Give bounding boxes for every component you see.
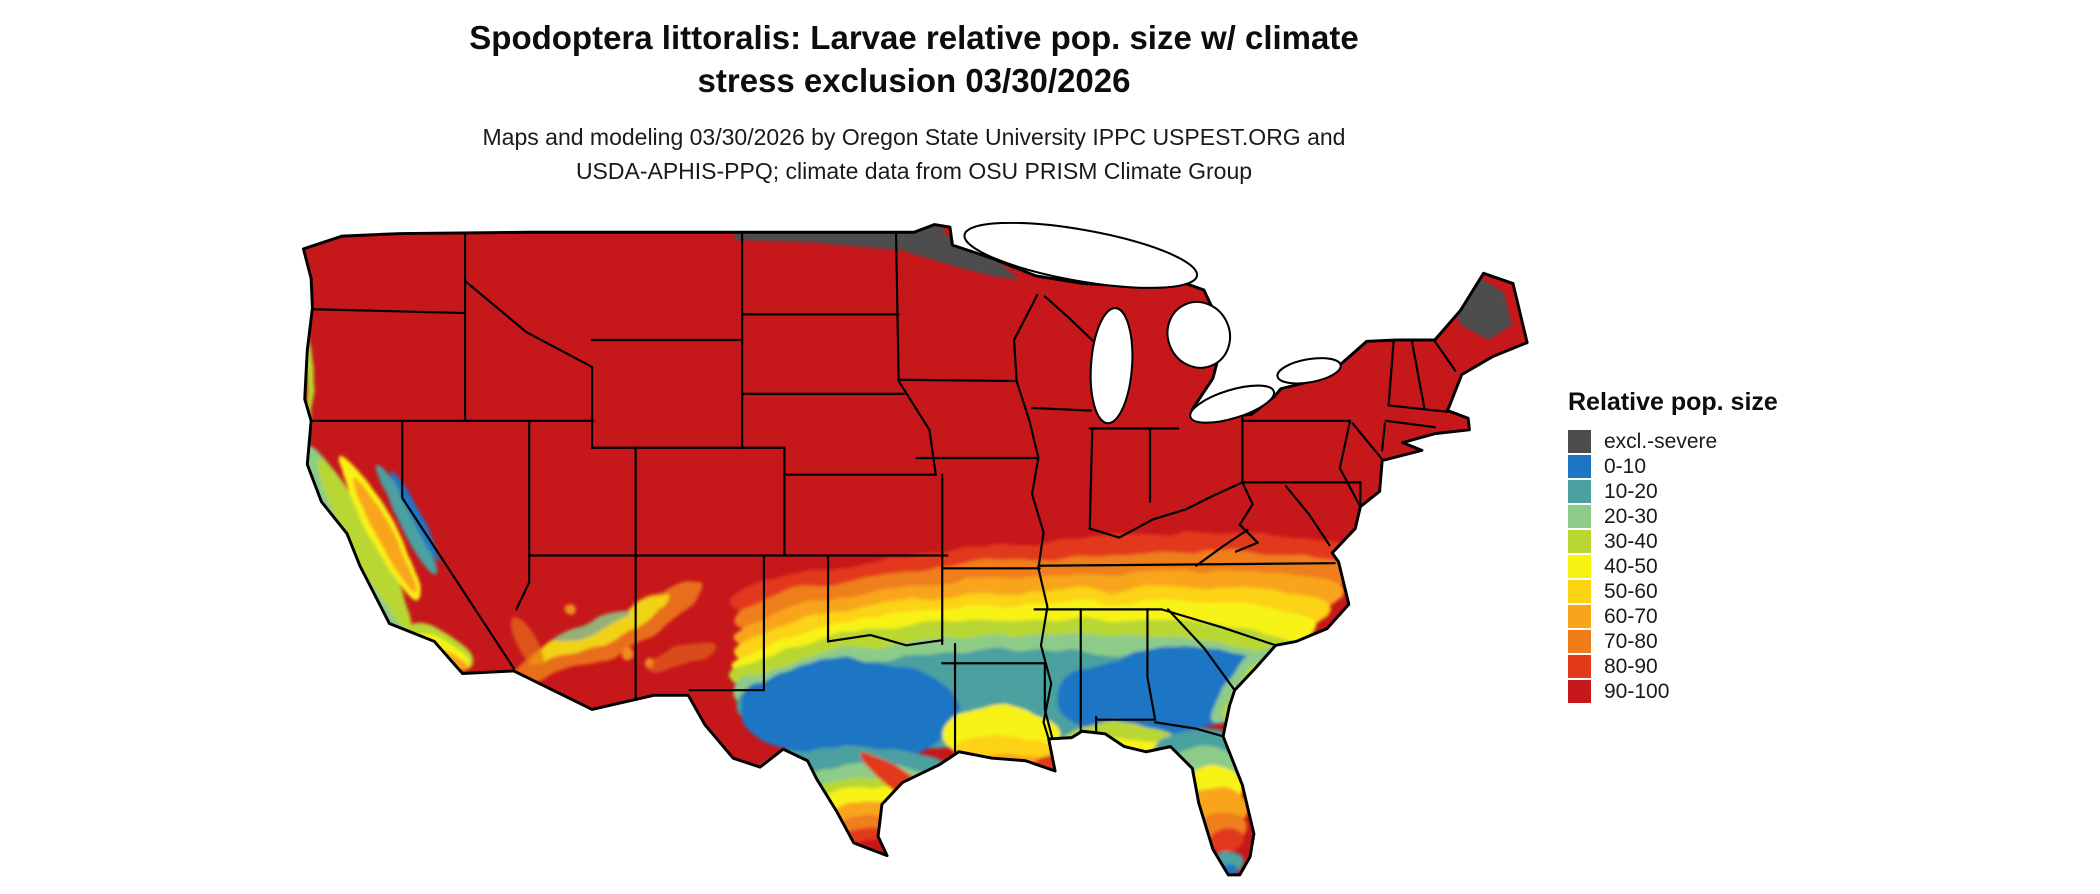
legend-label: 80-90	[1604, 655, 1658, 678]
lake-huron	[1166, 300, 1232, 369]
legend-swatch	[1568, 430, 1591, 453]
map-subtitle: Maps and modeling 03/30/2026 by Oregon S…	[214, 120, 1614, 188]
legend-entry: 10-20	[1568, 479, 1868, 504]
map-subtitle-line2: USDA-APHIS-PPQ; climate data from OSU PR…	[575, 158, 1253, 184]
legend-entry: 30-40	[1568, 529, 1868, 554]
legend-entry: 80-90	[1568, 654, 1868, 679]
california-zones	[303, 324, 471, 667]
legend-swatch	[1568, 605, 1591, 628]
legend-label: 60-70	[1604, 605, 1658, 628]
legend-entry: 50-60	[1568, 579, 1868, 604]
map-title-line2: stress exclusion 03/30/2026	[697, 62, 1131, 99]
great-lakes	[963, 221, 1342, 425]
legend-label: 0-10	[1604, 455, 1647, 478]
map-title-line1: Spodoptera littoralis: Larvae relative p…	[469, 19, 1359, 56]
map-legend: Relative pop. size excl.-severe 0-10 10-20…	[1568, 388, 1868, 704]
lake-erie	[1189, 384, 1276, 424]
map-subtitle-line1: Maps and modeling 03/30/2026 by Oregon S…	[482, 124, 1346, 150]
legend-label: 30-40	[1604, 530, 1658, 553]
legend-label: 70-80	[1604, 630, 1658, 653]
legend-label: 10-20	[1604, 480, 1658, 503]
legend-entry: 70-80	[1568, 629, 1868, 654]
legend-entries: excl.-severe 0-10 10-20 20-30 30-40 40-50 50-6…	[1568, 429, 1868, 704]
legend-label: 90-100	[1604, 680, 1670, 703]
legend-label: excl.-severe	[1604, 430, 1718, 453]
legend-swatch	[1568, 655, 1591, 678]
legend-swatch	[1568, 480, 1591, 503]
lake-michigan	[1089, 307, 1134, 425]
legend-title: Relative pop. size	[1568, 388, 1778, 416]
us-map	[298, 221, 1530, 889]
lake-ontario	[1276, 357, 1342, 385]
legend-swatch	[1568, 505, 1591, 528]
legend-label: 50-60	[1604, 580, 1658, 603]
us-map-svg	[301, 221, 1529, 877]
legend-swatch	[1568, 630, 1591, 653]
legend-swatch	[1568, 530, 1591, 553]
legend-swatch	[1568, 580, 1591, 603]
legend-swatch	[1568, 555, 1591, 578]
legend-entry: 40-50	[1568, 554, 1868, 579]
legend-label: 40-50	[1604, 555, 1658, 578]
state-boundaries	[304, 231, 1457, 753]
legend-entry: 60-70	[1568, 604, 1868, 629]
legend-entry: excl.-severe	[1568, 429, 1868, 454]
legend-swatch	[1568, 680, 1591, 703]
map-title: Spodoptera littoralis: Larvae relative p…	[214, 16, 1614, 102]
lake-superior	[963, 221, 1199, 289]
legend-entry: 90-100	[1568, 679, 1868, 704]
arizona-new-mexico-zones	[509, 581, 718, 689]
legend-swatch	[1568, 455, 1591, 478]
legend-entry: 0-10	[1568, 454, 1868, 479]
legend-entry: 20-30	[1568, 504, 1868, 529]
legend-label: 20-30	[1604, 505, 1658, 528]
